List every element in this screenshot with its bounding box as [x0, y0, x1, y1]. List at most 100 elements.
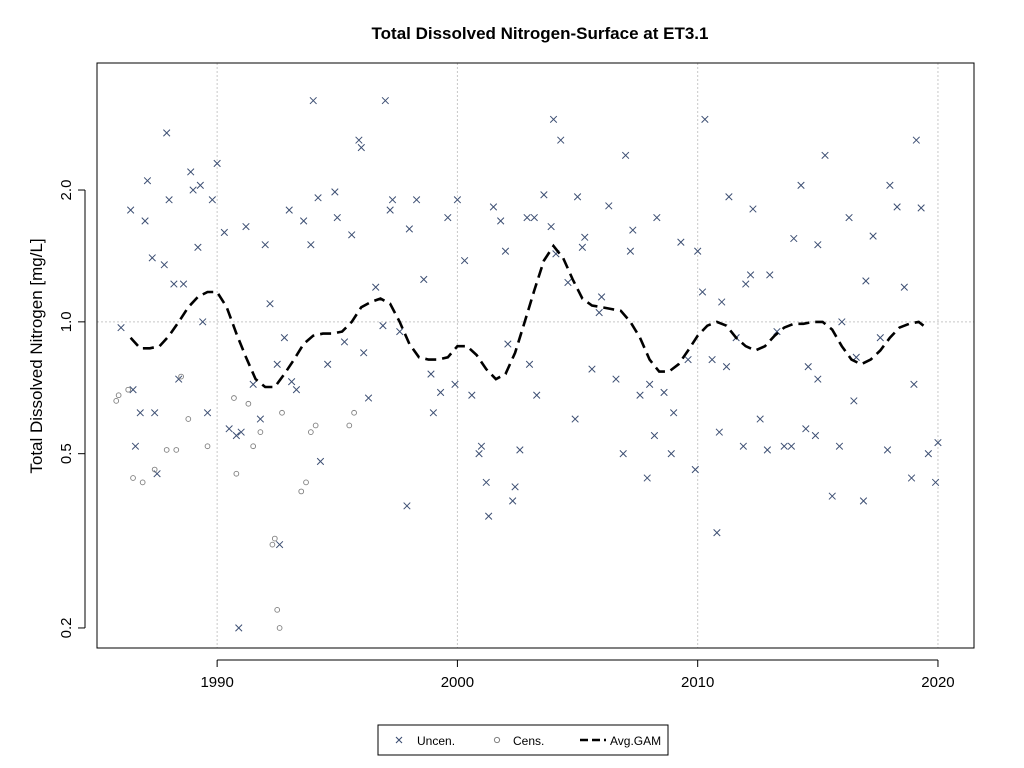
- uncen-point-145: [314, 194, 322, 202]
- uncen-point-47: [372, 283, 380, 291]
- uncen-point-136: [907, 474, 916, 482]
- uncen-point-15: [187, 168, 195, 176]
- plot-area: [96, 62, 975, 649]
- uncen-point-14: [179, 280, 188, 288]
- uncen-point-116: [787, 442, 796, 450]
- uncen-point-76: [547, 222, 555, 231]
- uncen-point-69: [501, 247, 510, 255]
- uncen-point-109: [742, 280, 750, 288]
- cens-point-23: [307, 429, 314, 435]
- legend-box: [377, 724, 669, 756]
- uncen-point-91: [636, 391, 644, 399]
- cens-point-5: [151, 466, 158, 473]
- uncen-point-111: [756, 415, 764, 423]
- uncen-point-88: [619, 450, 627, 458]
- uncen-point-1: [126, 206, 135, 214]
- uncen-point-147: [386, 206, 394, 214]
- uncen-point-155: [746, 271, 755, 279]
- uncen-point-80: [571, 415, 579, 423]
- uncen-point-40: [331, 188, 339, 196]
- uncen-point-121: [814, 375, 822, 383]
- uncen-point-28: [256, 415, 265, 423]
- uncen-point-152: [626, 247, 635, 255]
- censored-points: [113, 373, 357, 631]
- legend-entry-cens: Cens.: [493, 734, 544, 748]
- uncen-point-68: [497, 217, 505, 225]
- uncen-point-74: [533, 391, 541, 399]
- uncen-point-165: [850, 397, 858, 405]
- uncen-point-101: [694, 247, 702, 255]
- cens-point-8: [178, 373, 184, 380]
- legend-uncen-label: Uncen.: [417, 734, 455, 748]
- uncen-point-54: [412, 196, 421, 204]
- uncen-point-58: [436, 388, 445, 397]
- uncen-point-103: [708, 355, 716, 364]
- uncen-point-112: [763, 446, 772, 454]
- uncen-point-106: [725, 193, 733, 201]
- uncen-point-95: [660, 388, 668, 397]
- uncen-point-51: [396, 327, 404, 336]
- uncen-point-3: [131, 442, 140, 450]
- cens-point-14: [250, 443, 257, 450]
- x-axis: 1990 2000 2010 2020: [200, 659, 955, 691]
- cens-point-24: [312, 422, 319, 429]
- uncen-point-16: [189, 186, 197, 194]
- uncen-point-78: [557, 136, 565, 144]
- y-tick-label-1: 0.5: [58, 443, 75, 464]
- uncen-point-85: [597, 293, 606, 301]
- uncen-point-60: [451, 380, 459, 388]
- legend-cens-marker: [493, 736, 501, 744]
- uncen-point-98: [677, 238, 685, 246]
- uncen-point-148: [504, 340, 512, 348]
- uncen-point-65: [477, 442, 486, 450]
- uncen-point-130: [869, 232, 877, 240]
- uncen-point-122: [821, 151, 829, 159]
- uncen-point-139: [924, 450, 933, 458]
- uncen-point-141: [934, 438, 942, 447]
- uncen-point-97: [670, 409, 678, 417]
- uncen-point-138: [917, 204, 925, 212]
- uncen-point-33: [285, 206, 293, 214]
- uncen-point-72: [523, 213, 531, 222]
- uncen-point-120: [811, 431, 820, 440]
- uncen-point-2: [129, 386, 137, 394]
- uncen-point-115: [780, 442, 788, 450]
- uncen-point-30: [266, 300, 274, 308]
- uncen-point-7: [148, 254, 156, 262]
- cens-point-13: [245, 400, 252, 407]
- uncen-point-38: [316, 457, 325, 466]
- uncen-point-34: [292, 386, 301, 394]
- cens-point-25: [346, 422, 353, 429]
- uncen-point-156: [814, 241, 822, 249]
- uncen-point-164: [802, 425, 810, 433]
- uncen-point-71: [516, 446, 524, 454]
- uncen-point-61: [453, 196, 462, 204]
- uncen-point-100: [691, 465, 699, 474]
- uncen-point-53: [405, 225, 414, 233]
- uncen-point-20: [208, 196, 216, 204]
- uncen-point-162: [511, 483, 519, 491]
- cens-point-26: [351, 409, 357, 416]
- uncen-point-161: [484, 512, 493, 520]
- uncen-point-87: [612, 375, 620, 383]
- cens-point-16: [269, 541, 276, 548]
- x-tick-label-2: 2010: [681, 674, 714, 691]
- y-tick-label-2: 1.0: [58, 311, 75, 332]
- uncen-point-37: [309, 96, 317, 105]
- uncen-point-142: [163, 129, 171, 137]
- cens-point-20: [279, 409, 285, 416]
- uncen-point-99: [684, 355, 692, 364]
- uncensored-points: [117, 96, 942, 632]
- uncen-point-21: [213, 159, 221, 168]
- uncen-point-157: [912, 136, 920, 144]
- uncen-point-17: [194, 243, 202, 251]
- uncen-point-118: [797, 181, 805, 189]
- uncen-point-83: [588, 365, 596, 373]
- uncen-point-70: [509, 497, 517, 505]
- uncen-point-9: [153, 470, 161, 478]
- uncen-point-153: [698, 288, 707, 296]
- chart-title: Total Dissolved Nitrogen-Surface at ET3.…: [372, 24, 709, 43]
- cens-point-12: [233, 470, 240, 477]
- legend-uncen-marker: [395, 736, 403, 744]
- uncen-point-158: [235, 624, 243, 632]
